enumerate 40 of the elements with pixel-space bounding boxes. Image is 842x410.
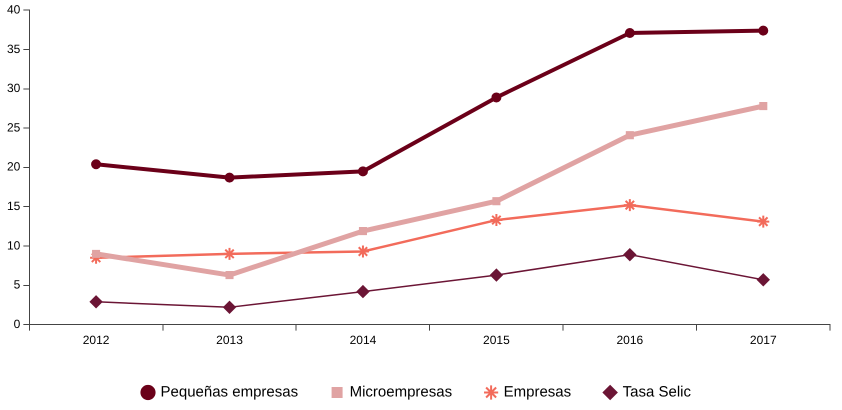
point [490,268,503,282]
point [626,131,634,140]
point [91,159,102,170]
point [756,273,770,286]
x-tick-label: 2017 [750,333,777,348]
point [358,227,367,236]
legend-label: Empresas [504,384,572,401]
point [622,198,637,212]
y-tick-label: 20 [6,160,21,174]
point [489,213,504,228]
legend-label: Microempresas [350,384,452,401]
point [92,250,100,258]
point [492,197,500,206]
x-tick-label: 2012 [82,333,110,348]
point [224,172,235,183]
y-tick-label: 5 [14,278,21,292]
y-tick-label: 0 [14,316,21,331]
y-tick-label: 40 [6,2,21,17]
point [223,300,236,314]
y-tick-label: 15 [6,199,21,214]
x-tick-label: 2013 [216,333,244,348]
y-tick-label: 25 [6,120,21,134]
point [356,285,370,298]
point [358,166,368,176]
legend-label: Pequeñas empresas [160,384,298,401]
point [759,102,768,110]
legend-label: Tasa Selic [622,384,692,401]
point [758,26,768,36]
x-tick-label: 2016 [616,333,644,348]
point [624,28,635,38]
y-tick-label: 30 [6,81,21,96]
point [90,295,103,308]
point [491,92,502,102]
x-tick-label: 2015 [483,333,510,348]
point [756,214,770,229]
point [623,248,636,262]
y-tick-label: 35 [6,42,21,56]
point [225,271,234,280]
x-tick-label: 2014 [350,333,377,348]
y-tick-label: 10 [6,238,21,252]
